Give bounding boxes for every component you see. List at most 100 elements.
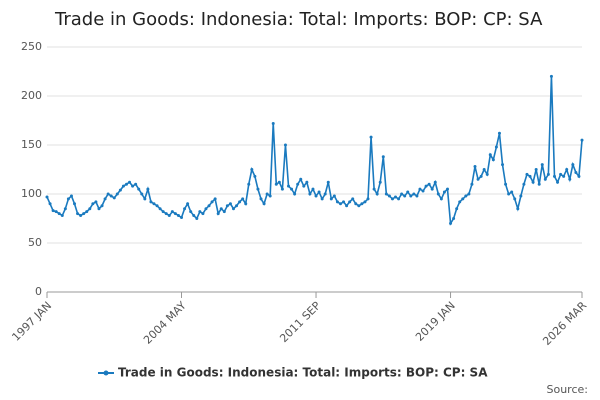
point (571, 163, 575, 167)
point (259, 197, 263, 201)
x-tick-label: 2026 MAR (540, 299, 589, 348)
point (528, 174, 532, 178)
point (427, 182, 431, 186)
point (222, 210, 226, 214)
point (406, 190, 410, 194)
x-tick-label: 2019 JAN (413, 299, 458, 344)
point (244, 202, 248, 206)
point (317, 190, 321, 194)
point (57, 212, 61, 216)
point (131, 184, 135, 188)
point (167, 214, 171, 218)
x-tick-label: 2011 SEP (277, 299, 323, 345)
point (124, 182, 128, 186)
point (66, 197, 70, 201)
point (540, 163, 544, 167)
point (534, 168, 538, 171)
point (183, 207, 187, 211)
point (409, 194, 413, 198)
point (63, 207, 67, 211)
point (228, 202, 232, 206)
point (216, 212, 220, 216)
point (332, 194, 336, 198)
point (430, 187, 434, 191)
point (329, 197, 333, 201)
point (473, 165, 477, 169)
point (421, 189, 425, 193)
point (525, 172, 529, 176)
point (470, 182, 474, 186)
point (290, 187, 294, 191)
point (412, 192, 416, 196)
series-line (46, 76, 583, 226)
point (549, 74, 553, 78)
point (250, 168, 254, 171)
point (479, 174, 483, 178)
point (219, 207, 223, 211)
point (241, 197, 245, 201)
point (204, 207, 208, 211)
point (112, 196, 116, 200)
point (51, 209, 55, 213)
point (507, 192, 511, 196)
point (335, 200, 339, 204)
point (452, 217, 456, 220)
point (531, 180, 535, 184)
point (213, 197, 217, 201)
point (543, 177, 547, 181)
point (173, 212, 177, 216)
point (562, 174, 566, 178)
point (109, 194, 113, 198)
point (390, 197, 394, 201)
point (97, 207, 101, 211)
point (559, 172, 563, 176)
point (415, 194, 419, 198)
y-tick-label: 50 (28, 236, 42, 249)
point (186, 202, 190, 206)
point (445, 187, 449, 191)
point (323, 192, 327, 196)
point (491, 158, 495, 162)
point (311, 187, 315, 191)
point (94, 200, 98, 204)
y-tick-label: 100 (21, 187, 42, 200)
point (467, 192, 471, 196)
point (45, 195, 49, 199)
point (76, 212, 80, 216)
point (516, 207, 520, 211)
chart-title: Trade in Goods: Indonesia: Total: Import… (54, 9, 543, 30)
point (360, 202, 364, 206)
point (253, 174, 257, 178)
point (351, 197, 355, 201)
point (176, 214, 180, 218)
point (115, 192, 119, 196)
point (418, 187, 422, 191)
point (522, 182, 526, 186)
point (568, 177, 572, 181)
legend-marker (103, 370, 109, 376)
point (170, 210, 174, 214)
x-tick-label: 2004 MAY (141, 299, 189, 347)
point (180, 216, 184, 220)
point (265, 192, 269, 196)
point (296, 182, 300, 186)
point (580, 138, 584, 142)
point (210, 200, 214, 204)
point (195, 217, 199, 220)
point (342, 200, 346, 204)
point (400, 192, 404, 196)
point (283, 143, 287, 147)
y-tick-label: 200 (21, 89, 42, 102)
point (271, 121, 275, 125)
point (546, 172, 550, 176)
point (121, 184, 125, 188)
point (504, 182, 508, 186)
point (369, 135, 373, 139)
point (305, 180, 309, 184)
point (146, 187, 150, 191)
point (143, 197, 147, 201)
point (556, 180, 560, 184)
point (198, 210, 202, 214)
point (161, 210, 165, 214)
